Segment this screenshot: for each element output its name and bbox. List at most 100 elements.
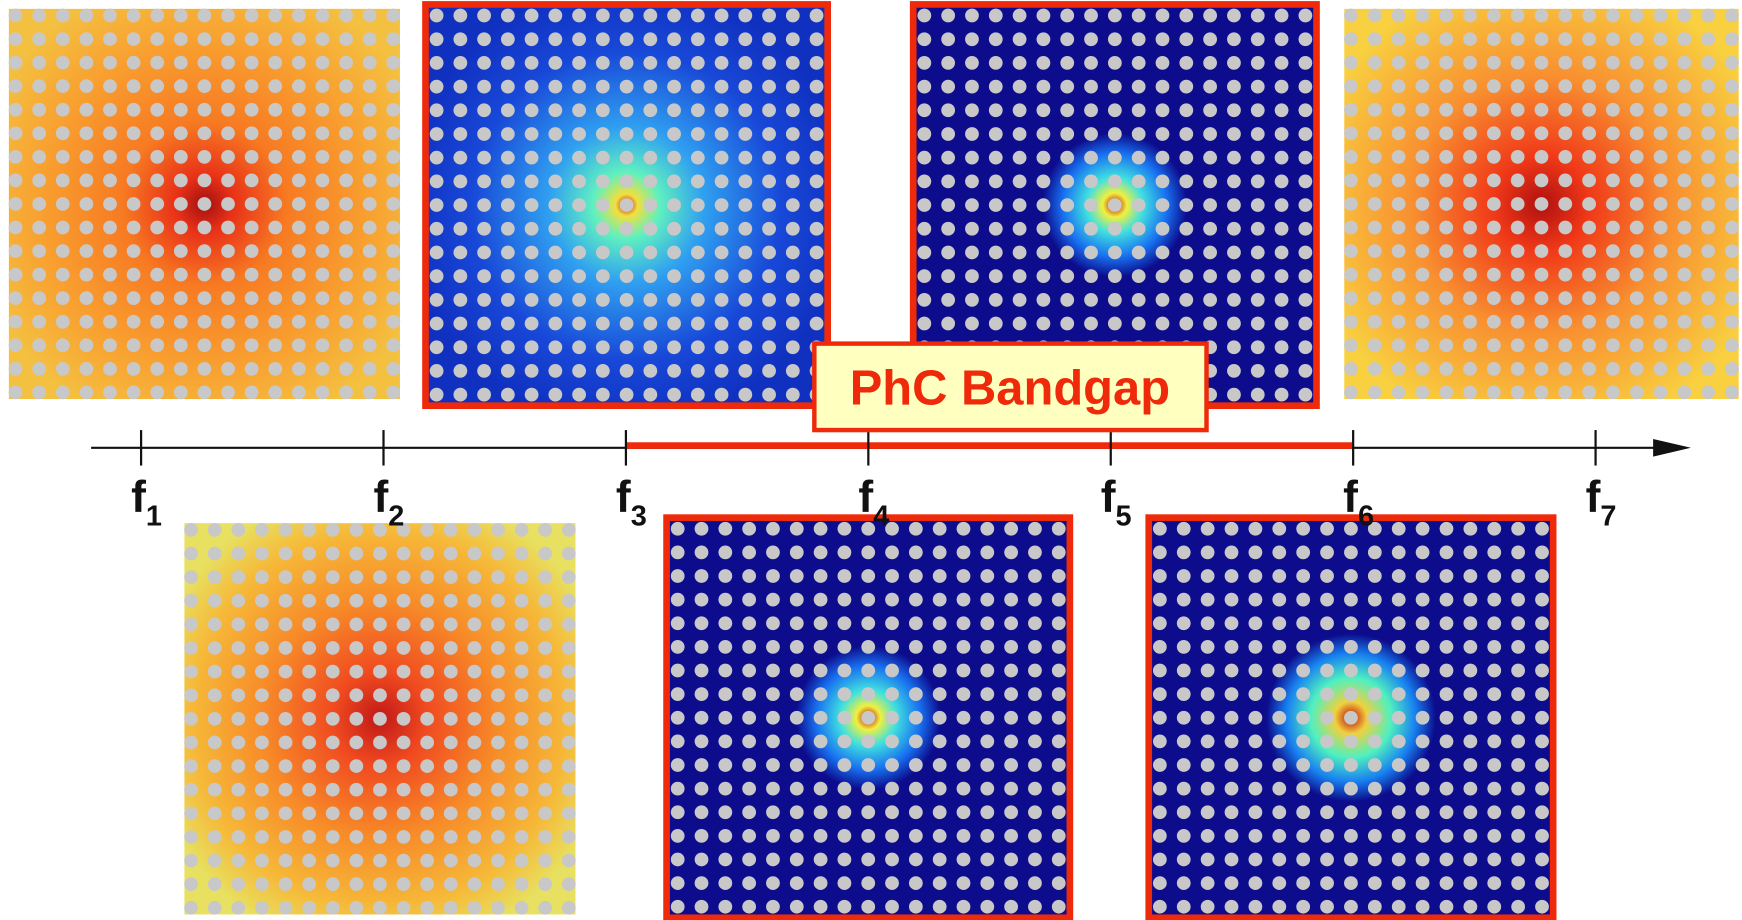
rod <box>1440 758 1454 772</box>
rod <box>810 80 824 94</box>
rod <box>838 640 852 654</box>
rod <box>671 900 685 914</box>
rod <box>245 103 259 117</box>
rod <box>838 734 852 748</box>
rod <box>279 688 293 702</box>
rod <box>231 901 245 915</box>
rod <box>1344 9 1358 23</box>
rod <box>1487 900 1501 914</box>
field-map-panel <box>184 523 576 915</box>
rod <box>786 127 800 141</box>
rod <box>933 593 947 607</box>
rod <box>444 877 458 891</box>
rod <box>1177 664 1191 678</box>
rod <box>397 665 411 679</box>
rod <box>1177 522 1191 536</box>
rod <box>596 9 610 23</box>
rod <box>762 174 776 188</box>
rod <box>1275 340 1289 354</box>
rod <box>1028 640 1042 654</box>
rod <box>208 759 222 773</box>
rod <box>363 103 377 117</box>
rod <box>326 830 340 844</box>
rod <box>103 56 117 70</box>
rod <box>292 386 306 400</box>
rod <box>1725 103 1739 117</box>
rod <box>1392 244 1406 258</box>
rod <box>548 340 562 354</box>
rod <box>1487 79 1501 93</box>
rod <box>127 150 141 164</box>
rod <box>1156 246 1170 260</box>
rod <box>1132 198 1146 212</box>
rod <box>444 617 458 631</box>
rod <box>1153 734 1167 748</box>
rod <box>103 244 117 258</box>
rod <box>1606 244 1620 258</box>
rod <box>620 80 634 94</box>
rod <box>917 198 931 212</box>
rod <box>1511 386 1525 400</box>
rod <box>941 9 955 23</box>
rod <box>965 151 979 165</box>
rod <box>572 32 586 46</box>
rod <box>1037 127 1051 141</box>
tick-symbol: f <box>1586 473 1601 522</box>
rod <box>667 293 681 307</box>
rod <box>279 523 293 537</box>
rod <box>1013 269 1027 283</box>
rod <box>1463 593 1477 607</box>
rod <box>386 362 400 376</box>
rod <box>150 126 164 140</box>
rod <box>231 523 245 537</box>
rod <box>1487 103 1501 117</box>
rod <box>742 640 756 654</box>
rod <box>1004 900 1018 914</box>
rod <box>32 291 46 305</box>
rod <box>1416 522 1430 536</box>
rod <box>1439 9 1453 23</box>
rod <box>525 127 539 141</box>
rod <box>32 244 46 258</box>
rod <box>1225 805 1239 819</box>
rod <box>1654 79 1668 93</box>
rod <box>1320 616 1334 630</box>
rod <box>941 127 955 141</box>
rod <box>453 388 467 402</box>
rod <box>1052 522 1066 536</box>
rod <box>1630 103 1644 117</box>
rod <box>386 174 400 188</box>
rod <box>1440 853 1454 867</box>
rod <box>814 829 828 843</box>
rod <box>1701 9 1715 23</box>
rod <box>667 269 681 283</box>
rod <box>1535 734 1549 748</box>
rod <box>386 221 400 235</box>
rod <box>150 386 164 400</box>
rod <box>620 317 634 331</box>
rod <box>1463 386 1477 400</box>
rod <box>1582 244 1596 258</box>
rod <box>1037 32 1051 46</box>
rod <box>989 103 1003 117</box>
rod <box>1463 616 1477 630</box>
rod <box>989 127 1003 141</box>
rod <box>1630 126 1644 140</box>
rod <box>738 32 752 46</box>
rod <box>386 79 400 93</box>
rod <box>316 386 330 400</box>
rod <box>174 268 188 282</box>
rod <box>1368 545 1382 559</box>
rod <box>467 712 481 726</box>
rod <box>980 734 994 748</box>
rod <box>667 32 681 46</box>
rod <box>1132 293 1146 307</box>
rod <box>1392 103 1406 117</box>
rod <box>1416 291 1430 305</box>
rod <box>302 641 316 655</box>
rod <box>1487 805 1501 819</box>
rod <box>525 174 539 188</box>
rod <box>1535 782 1549 796</box>
rod <box>363 386 377 400</box>
rod <box>292 338 306 352</box>
